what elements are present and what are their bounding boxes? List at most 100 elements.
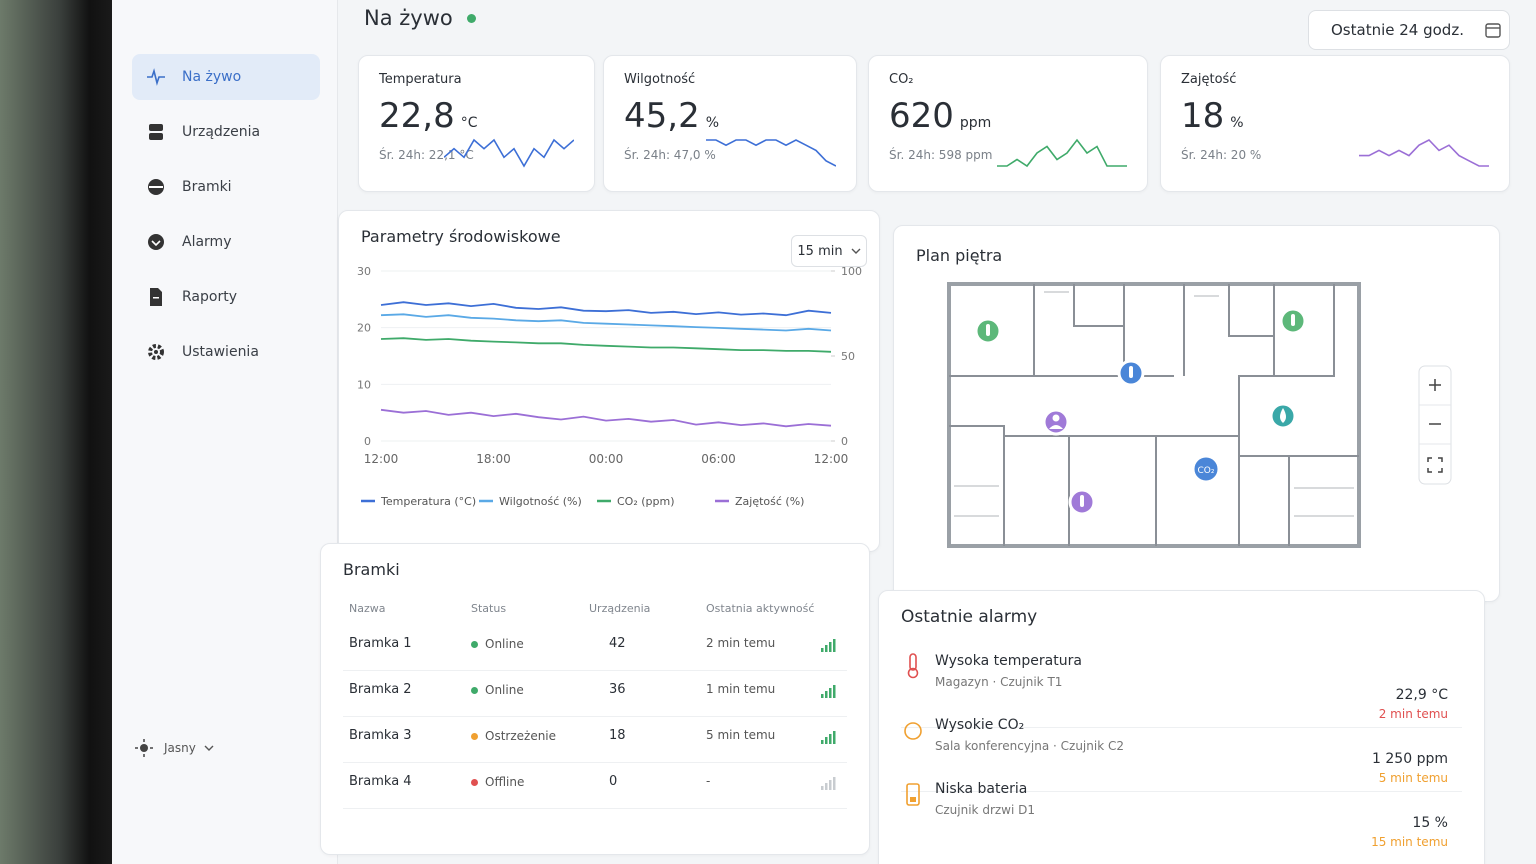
gateway-status: Offline — [485, 775, 525, 789]
kpi-card: CO₂ 620 ppm Śr. 24h: 598 ppm — [868, 55, 1148, 192]
kpi-unit: ppm — [959, 115, 992, 131]
interval-select[interactable]: 15 min — [791, 235, 867, 267]
signal-icon — [821, 731, 836, 744]
kpi-value: 45,2% — [624, 96, 719, 136]
alarms-card: Ostatnie alarmy Wysoka temperatura Magazy… — [878, 590, 1485, 864]
gateway-name: Bramka 4 — [349, 774, 412, 789]
column-header: Status — [471, 602, 507, 615]
sensors: CO₂ — [974, 307, 1307, 516]
nav-icon — [148, 179, 164, 195]
kpi-label: Zajętość — [1181, 72, 1237, 87]
alarm-location: Magazyn · Czujnik T1 — [935, 675, 1063, 689]
signal-bar — [821, 694, 824, 698]
gateway-status: Ostrzeżenie — [485, 729, 557, 743]
x-tick-label: 12:00 — [814, 452, 849, 466]
alarm-time: 5 min temu — [1378, 771, 1448, 785]
card-title: Parametry środowiskowe — [361, 227, 561, 246]
theme-switch[interactable]: Jasny — [134, 738, 214, 758]
nav-icon — [149, 124, 163, 140]
x-tick-label: 12:00 — [364, 452, 399, 466]
alarm-time: 15 min temu — [1371, 835, 1448, 849]
nav-label: Na żywo — [182, 69, 242, 85]
kpi-number: 22,8 — [379, 96, 455, 136]
theme-label: Jasny — [164, 741, 196, 755]
sensor-co2[interactable] — [1191, 454, 1221, 484]
nav-item[interactable]: Bramki — [132, 164, 320, 210]
nav-label: Bramki — [182, 179, 232, 195]
nav-label: Raporty — [182, 289, 237, 305]
row-divider — [901, 791, 1462, 792]
floor-plan: CO₂ — [947, 282, 1452, 548]
nav-icon — [147, 68, 165, 86]
nav-icon — [150, 288, 162, 306]
kpi-number: 620 — [889, 96, 954, 136]
alarm-location: Sala konferencyjna · Czujnik C2 — [935, 739, 1124, 753]
y-tick-label: 20 — [357, 322, 371, 335]
nav-item[interactable]: Raporty — [132, 274, 320, 320]
signal-bar — [829, 734, 832, 744]
alarm-title: Wysokie CO₂ — [935, 717, 1025, 733]
kpi-card: Wilgotność 45,2% Śr. 24h: 47,0 % — [603, 55, 857, 192]
signal-bar — [829, 780, 832, 790]
card-title: Plan piętra — [916, 246, 1003, 265]
nav-item[interactable]: Ustawienia — [132, 329, 320, 375]
signal-bar — [825, 737, 828, 744]
chevron — [204, 745, 214, 751]
signal-bar — [825, 645, 828, 652]
gateway-devices: 0 — [609, 774, 618, 789]
gateway-devices: 42 — [609, 636, 626, 651]
live-dot — [466, 13, 476, 23]
calendar-icon — [1485, 23, 1501, 38]
legend-label: Temperatura (°C) — [380, 495, 476, 508]
alarm-icon — [906, 783, 920, 806]
legend-label: Wilgotność (%) — [499, 495, 582, 508]
sparkline-box — [1359, 139, 1489, 167]
gateway-last: 2 min temu — [706, 636, 776, 650]
kpi-value: 18% — [1181, 96, 1244, 136]
kpi-label: CO₂ — [889, 72, 914, 87]
zoom-controls — [1418, 365, 1452, 485]
gateway-last: 1 min temu — [706, 682, 776, 696]
nav-label: Urządzenia — [182, 124, 261, 140]
monitor-bezel — [0, 0, 112, 864]
kpi-value: 22,8 °C — [379, 96, 477, 136]
alarm-title: Wysoka temperatura — [935, 653, 1082, 669]
kpi-card: Zajętość 18% Śr. 24h: 20 % — [1160, 55, 1510, 192]
series-line — [380, 301, 832, 317]
signal-bar — [829, 688, 832, 698]
status-dot — [471, 641, 478, 648]
kpi-value: 620 ppm — [889, 96, 991, 136]
zoom-in[interactable] — [1429, 379, 1441, 391]
env-chart-card: Parametry środowiskowe 15 min 0 10 20 30 0 50… — [338, 210, 880, 552]
series-line — [380, 408, 832, 428]
alarm-location: Czujnik drzwi D1 — [935, 803, 1036, 817]
nav-item[interactable]: Na żywo — [132, 54, 320, 100]
range-picker[interactable]: Ostatnie 24 godz. — [1308, 10, 1510, 50]
signal-bar — [825, 783, 828, 790]
floor-plan-card: Plan piętra CO₂ — [893, 225, 1500, 602]
gateway-last: - — [706, 774, 711, 788]
fullscreen[interactable] — [1427, 457, 1443, 473]
column-header: Urządzenia — [589, 602, 651, 615]
gateway-last: 5 min temu — [706, 728, 776, 742]
sparkline-box — [444, 138, 574, 168]
series-line — [380, 313, 832, 332]
signal-bar — [821, 740, 824, 744]
sensor-occupancy[interactable] — [1042, 408, 1070, 436]
gateway-status: Online — [485, 683, 524, 697]
y-tick-label: 30 — [357, 265, 371, 278]
alarm-title: Niska bateria — [935, 781, 1028, 797]
card-title: Ostatnie alarmy — [901, 607, 1038, 627]
nav-item[interactable]: Alarmy — [132, 219, 320, 265]
signal-bar — [833, 777, 836, 790]
signal-bar — [825, 691, 828, 698]
env-chart: 0 10 20 30 0 50 100 12:00 18:00 00:00 06:00 12:00 Te… — [357, 265, 862, 508]
chevron — [851, 248, 861, 254]
alarm-icon — [904, 722, 922, 740]
signal-bar — [829, 642, 832, 652]
series-line — [380, 337, 832, 353]
sparkline — [444, 138, 574, 168]
kpi-label: Wilgotność — [624, 72, 696, 87]
page-header: Na żywo — [364, 6, 476, 30]
nav-item[interactable]: Urządzenia — [132, 109, 320, 155]
